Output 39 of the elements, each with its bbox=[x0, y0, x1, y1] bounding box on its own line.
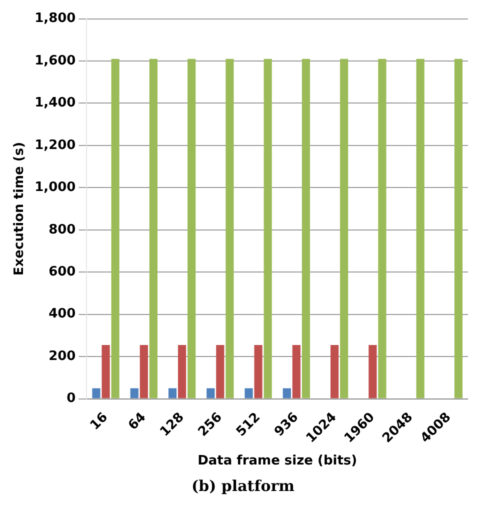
bar bbox=[330, 344, 339, 398]
bar bbox=[92, 388, 100, 398]
bar bbox=[368, 344, 377, 398]
x-axis-title: Data frame size (bits) bbox=[198, 454, 358, 469]
bar bbox=[292, 344, 300, 398]
bar bbox=[188, 58, 196, 398]
bar bbox=[416, 58, 424, 398]
y-tick-label: 1,000 bbox=[34, 180, 76, 196]
y-tick-label: 1,600 bbox=[34, 53, 76, 68]
y-axis-title: Execution time (s) bbox=[12, 142, 28, 276]
bar bbox=[216, 344, 224, 398]
y-tick-label: 400 bbox=[48, 306, 76, 322]
bar bbox=[282, 388, 291, 398]
bar bbox=[340, 58, 348, 398]
bar bbox=[140, 344, 148, 398]
bar bbox=[254, 344, 262, 398]
bar bbox=[454, 58, 463, 398]
bar bbox=[206, 388, 215, 398]
bar bbox=[378, 58, 386, 398]
y-tick-label: 0 bbox=[66, 391, 76, 406]
bar bbox=[102, 344, 110, 398]
bar bbox=[226, 58, 234, 398]
bar bbox=[264, 58, 272, 398]
y-tick-label: 200 bbox=[48, 348, 76, 364]
y-tick-label: 800 bbox=[48, 222, 76, 238]
bar bbox=[168, 388, 177, 398]
x-tick-label: 64 bbox=[126, 410, 150, 434]
bar bbox=[178, 344, 186, 398]
bar bbox=[244, 388, 253, 398]
y-tick-label: 1,400 bbox=[34, 96, 76, 111]
bar bbox=[130, 388, 138, 398]
x-tick-label: 16 bbox=[88, 410, 111, 434]
text: (b) platform bbox=[190, 477, 296, 495]
bar bbox=[302, 58, 310, 398]
bar bbox=[111, 58, 120, 398]
y-tick-label: 1,800 bbox=[34, 11, 76, 26]
y-tick-label: 1,200 bbox=[34, 138, 76, 153]
y-tick-label: 600 bbox=[48, 264, 76, 280]
bar bbox=[149, 58, 158, 398]
